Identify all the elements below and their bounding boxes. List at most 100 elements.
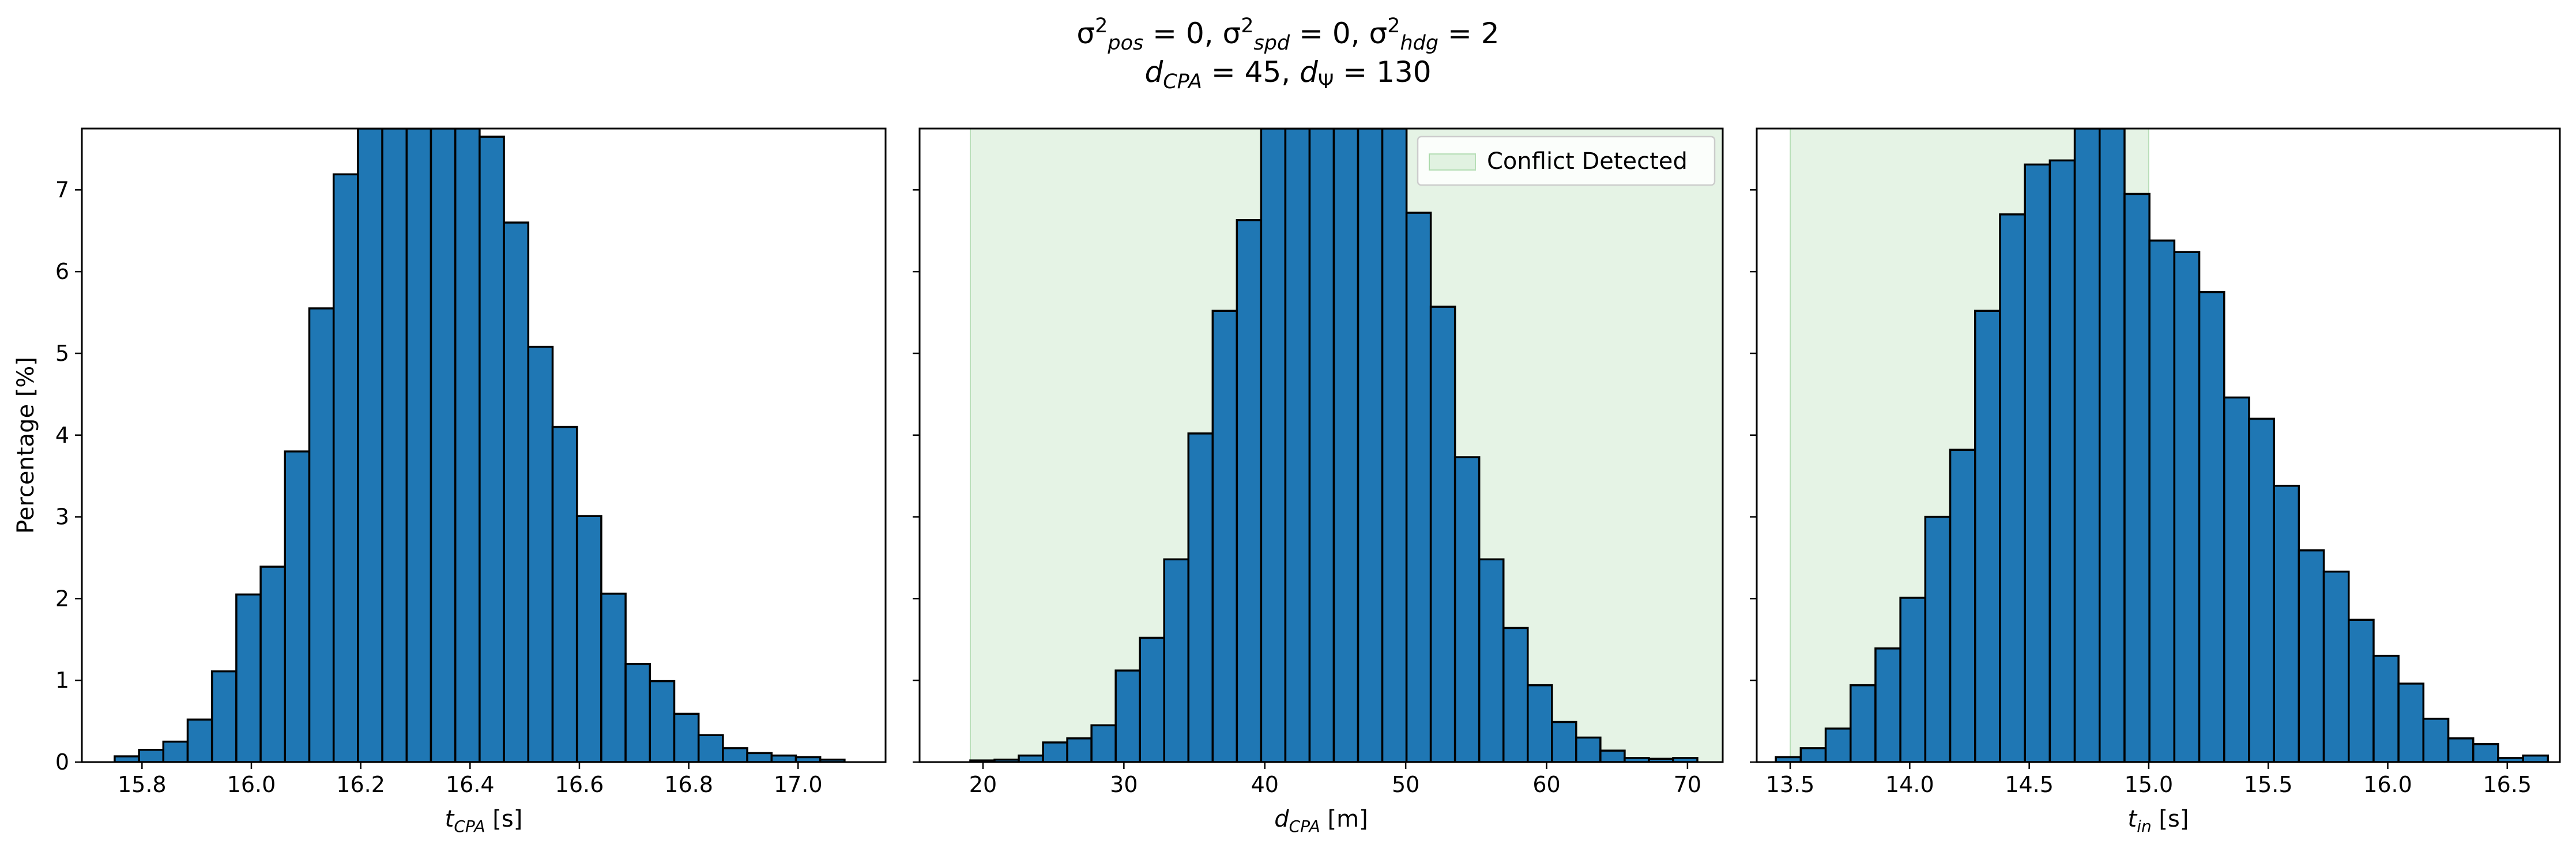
x-tick-label: 16.4 <box>446 772 495 797</box>
y-tick-label: 0 <box>55 749 69 775</box>
x-tick-label: 16.0 <box>227 772 276 797</box>
histogram-bar <box>2372 654 2400 762</box>
histogram-bar <box>1357 129 1384 762</box>
histogram-bar <box>2223 396 2250 762</box>
histogram-bar <box>2522 754 2549 762</box>
histogram-bar <box>1260 129 1287 762</box>
histogram-bar <box>1899 597 1927 762</box>
histogram-bar <box>1478 558 1505 762</box>
histogram-bar <box>1551 721 1577 762</box>
histogram-bar <box>1018 754 1044 762</box>
x-tick-label: 60 <box>1532 772 1560 797</box>
y-tick-label: 1 <box>55 668 69 693</box>
histogram-bar <box>1163 558 1190 762</box>
axes-frame <box>1756 127 2561 763</box>
x-tick-label: 20 <box>969 772 997 797</box>
histogram-bar <box>1429 306 1456 762</box>
histogram-bar <box>186 718 213 762</box>
x-tick-label: 14.5 <box>2005 772 2054 797</box>
figure-title-line1: σ2pos = 0, σ2spd = 0, σ2hdg = 2 <box>1076 14 1499 55</box>
x-tick-label: 16.8 <box>664 772 713 797</box>
x-tick-label: 13.5 <box>1766 772 1815 797</box>
x-axis-label: dCPA [m] <box>1274 806 1368 836</box>
x-tick-label: 14.0 <box>1885 772 1934 797</box>
histogram-bar <box>1824 727 1852 762</box>
histogram-bar <box>527 345 554 762</box>
histogram-bar <box>1502 627 1529 762</box>
x-tick-label: 16.6 <box>555 772 604 797</box>
histogram-bar <box>1874 647 1901 762</box>
panel-dcpa-histogram: 20 30 40 50 60 70 dCPA [m] Conflict Detected <box>913 127 1724 836</box>
histogram-bar <box>259 566 287 762</box>
histogram-bar <box>1042 741 1068 762</box>
histogram-bar <box>649 680 676 762</box>
histogram-bar <box>1090 724 1117 762</box>
histogram-bar <box>1139 636 1166 762</box>
x-tick-label: 15.5 <box>2244 772 2293 797</box>
histogram-bars <box>114 129 846 762</box>
histogram-bar <box>1599 749 1626 762</box>
x-tick-label: 15.8 <box>118 772 167 797</box>
histogram-bar <box>162 740 189 762</box>
histogram-bar <box>235 593 262 762</box>
histogram-bar <box>2099 129 2126 762</box>
histogram-bar <box>722 747 748 762</box>
histogram-bar <box>2198 291 2225 762</box>
histogram-bar <box>624 663 651 762</box>
histogram-bar <box>308 307 335 762</box>
x-tick-label: 15.0 <box>2125 772 2174 797</box>
y-tick-label: 4 <box>55 423 69 448</box>
histogram-bar <box>2348 619 2375 762</box>
histogram-bar <box>2273 484 2300 762</box>
histogram-bar <box>454 129 481 762</box>
y-tick-label: 2 <box>55 586 69 611</box>
histogram-bar <box>381 129 408 762</box>
histogram-bar <box>1405 212 1432 762</box>
histogram-bar <box>430 129 457 762</box>
panel-tcpa-histogram: 15.8 16.0 16.2 16.4 16.6 16.8 17.0 0 1 2 3 4 5 6 7 tCPA… <box>13 127 887 836</box>
histogram-bar <box>1799 747 1827 762</box>
x-tick-label: 17.0 <box>774 772 823 797</box>
panel-tin-histogram: 13.5 14.0 14.5 15.0 15.5 16.0 16.5 tin [s] <box>1750 127 2561 836</box>
histogram-bar <box>2472 743 2499 762</box>
histogram-bar <box>770 754 797 762</box>
y-tick-label: 6 <box>55 259 69 284</box>
histogram-bar <box>1924 515 1952 762</box>
histogram-bar <box>1949 448 1976 762</box>
histogram-bar <box>2048 159 2076 762</box>
histogram-bar <box>2123 193 2151 762</box>
histogram-bars <box>969 129 1698 762</box>
legend-swatch <box>1429 153 1476 171</box>
histogram-bar <box>1284 129 1311 762</box>
x-tick-label: 16.2 <box>336 772 385 797</box>
histogram-bar <box>2073 129 2101 762</box>
histogram-bar <box>210 670 238 762</box>
x-tick-label: 16.0 <box>2363 772 2412 797</box>
histogram-bar <box>1999 213 2026 762</box>
histogram-bar <box>551 425 578 762</box>
figure-title-line2: dCPA = 45, dΨ = 130 <box>1144 55 1431 93</box>
x-tick-label: 70 <box>1674 772 1701 797</box>
histogram-bar <box>503 221 530 762</box>
histogram-bar <box>2422 718 2450 762</box>
histogram-bar <box>2322 570 2350 762</box>
x-tick-label: 40 <box>1251 772 1279 797</box>
histogram-bar <box>284 450 311 762</box>
histogram-bar <box>673 712 700 762</box>
histogram-bar <box>2397 683 2425 762</box>
histogram-bar <box>405 129 432 762</box>
x-tick-label: 50 <box>1392 772 1419 797</box>
histogram-bar <box>1527 684 1553 762</box>
histogram-bar <box>819 758 846 762</box>
x-tick-label: 30 <box>1110 772 1138 797</box>
histogram-bar <box>1974 310 2001 762</box>
histogram-bar <box>332 173 359 762</box>
histogram-bar <box>1066 737 1093 762</box>
x-axis-label: tCPA [s] <box>445 806 523 836</box>
histogram-bar <box>1381 129 1408 762</box>
x-axis-label: tin [s] <box>2128 806 2189 836</box>
histogram-bar <box>1308 129 1335 762</box>
histogram-bar <box>746 752 773 762</box>
histogram-bar <box>479 135 505 762</box>
